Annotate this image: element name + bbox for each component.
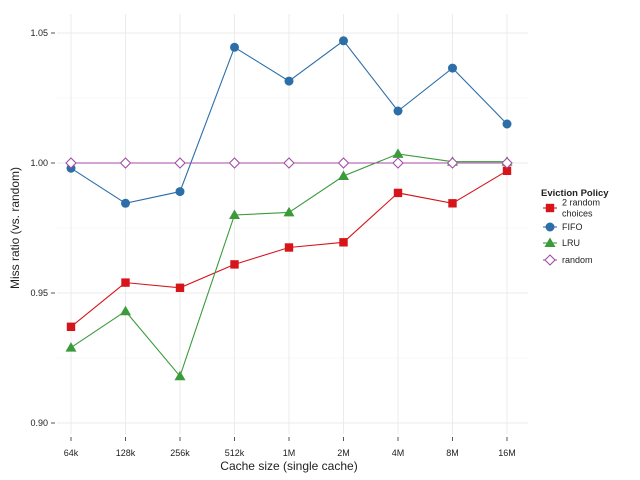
data-point-lru <box>174 370 186 381</box>
data-point-2-random-choices <box>230 260 239 269</box>
data-point-random <box>119 157 132 169</box>
y-tick-label: 1.05 <box>30 28 48 38</box>
data-point-lru <box>65 342 77 352</box>
data-point-fifo <box>230 42 239 52</box>
x-tick-label: 512k <box>225 448 245 458</box>
data-point-random <box>501 157 513 169</box>
legend-item-random: random <box>543 254 593 266</box>
y-tick-label: 0.95 <box>30 288 48 298</box>
data-point-2-random-choices <box>121 278 130 287</box>
data-point-random <box>228 157 241 169</box>
data-point-random <box>174 157 186 169</box>
x-tick-label: 2M <box>337 448 350 458</box>
data-point-2-random-choices <box>66 322 76 331</box>
data-point-fifo <box>502 119 512 129</box>
series-group <box>65 36 513 381</box>
legend: Eviction Policy 2 random choices FIFO LRU ra… <box>541 188 609 266</box>
data-point-random <box>337 157 350 169</box>
data-point-lru <box>338 170 349 180</box>
x-axis-label: Cache size (single cache) <box>220 459 357 473</box>
data-point-lru <box>229 209 240 219</box>
y-axis-label: Miss ratio (vs. random) <box>8 167 22 289</box>
x-tick-label: 1M <box>283 448 296 458</box>
legend-marker <box>544 254 556 266</box>
data-point-2-random-choices <box>502 166 512 175</box>
legend-label: random <box>562 255 593 265</box>
data-point-2-random-choices <box>175 283 185 292</box>
data-point-fifo <box>448 63 457 73</box>
data-point-lru <box>120 305 131 316</box>
data-point-2-random-choices <box>339 238 348 247</box>
data-point-random <box>392 157 404 169</box>
x-tick-label: 8M <box>446 448 459 458</box>
legend-item-2-random-choices: 2 random choices <box>543 198 600 219</box>
data-point-fifo <box>393 106 403 116</box>
axes: 0.90 0.95 1.00 1.05 64k 128k 256k 512k 1M 2M 4M 8M 1… <box>30 28 515 458</box>
legend-marker <box>545 203 555 213</box>
legend-marker <box>544 237 556 247</box>
data-point-random <box>65 157 77 169</box>
y-tick-label: 1.00 <box>30 158 48 168</box>
legend-marker <box>545 222 555 232</box>
x-tick-label: 256k <box>170 448 190 458</box>
data-point-fifo <box>175 187 185 197</box>
data-point-fifo <box>121 198 130 208</box>
x-tick-label: 64k <box>64 448 79 458</box>
x-tick-label: 128k <box>116 448 136 458</box>
legend-item-fifo: FIFO <box>543 222 583 232</box>
legend-label: FIFO <box>562 222 583 232</box>
data-point-2-random-choices <box>284 243 294 252</box>
legend-label: LRU <box>562 238 580 248</box>
data-point-fifo <box>284 76 294 86</box>
data-point-lru <box>283 206 295 217</box>
legend-item-lru: LRU <box>543 237 580 248</box>
data-point-random <box>283 157 295 169</box>
data-point-random <box>446 157 459 169</box>
series-lru <box>65 148 513 381</box>
data-point-2-random-choices <box>448 199 457 208</box>
x-tick-label: 4M <box>392 448 405 458</box>
legend-label: 2 random choices <box>562 198 600 219</box>
data-point-2-random-choices <box>393 188 403 198</box>
series-2-random-choices <box>66 166 512 331</box>
data-point-fifo <box>339 36 348 46</box>
x-tick-label: 16M <box>498 448 516 458</box>
y-tick-label: 0.90 <box>30 418 48 428</box>
legend-title: Eviction Policy <box>541 188 609 199</box>
series-random <box>65 157 513 169</box>
data-point-lru <box>392 148 404 158</box>
